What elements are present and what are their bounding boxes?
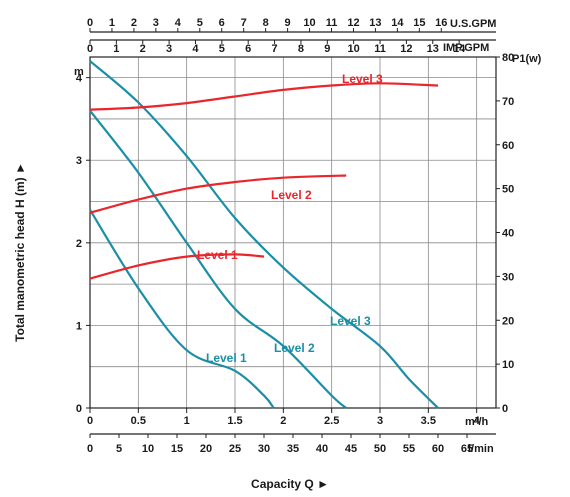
- impgpm-unit-label: IMP.GPM: [443, 42, 489, 54]
- usgpm-tick-label: 4: [175, 17, 182, 29]
- impgpm-tick-label: 6: [245, 43, 251, 55]
- usgpm-tick-label: 12: [347, 17, 359, 29]
- x-axis-title: Capacity Q ►: [251, 477, 329, 491]
- usgpm-tick-label: 5: [197, 17, 203, 29]
- m3h-tick-label: 3.5: [421, 415, 436, 427]
- lmin-tick-label: 65: [461, 443, 473, 455]
- power-curve-label: Level 1: [197, 248, 238, 262]
- y2-tick-label: 40: [502, 228, 514, 240]
- curves: [89, 60, 439, 409]
- lmin-tick-label: 35: [287, 443, 299, 455]
- m3h-tick-label: 1.5: [227, 415, 242, 427]
- usgpm-tick-label: 0: [87, 17, 93, 29]
- head-curve: [89, 209, 275, 409]
- y-axis-unit: m: [74, 66, 84, 78]
- m3h-tick-label: 4: [474, 415, 481, 427]
- m3h-tick-label: 1: [184, 415, 190, 427]
- impgpm-tick-label: 7: [272, 43, 278, 55]
- lmin-unit-label: l/min: [468, 443, 494, 455]
- y2-tick-label: 30: [502, 271, 514, 283]
- labels: 0 1 2 3 4 5 6 7 8 9 10 11 12 13 14 15 160 1 2 3 4 5 6 7 8 9 10 11 12…: [76, 17, 514, 455]
- usgpm-tick-label: 14: [391, 17, 404, 29]
- usgpm-tick-label: 3: [153, 17, 159, 29]
- m3h-tick-label: 3: [377, 415, 383, 427]
- impgpm-tick-label: 9: [324, 43, 330, 55]
- y-tick-label: 0: [76, 403, 82, 415]
- usgpm-tick-label: 11: [326, 17, 338, 29]
- grid: [90, 57, 496, 408]
- y2-tick-label: 70: [502, 96, 514, 108]
- m3h-tick-label: 2.5: [324, 415, 339, 427]
- lmin-tick-label: 30: [258, 443, 270, 455]
- usgpm-tick-label: 9: [285, 17, 291, 29]
- lmin-tick-label: 45: [345, 443, 357, 455]
- impgpm-tick-label: 13: [427, 43, 439, 55]
- m3h-tick-label: 0.5: [131, 415, 146, 427]
- lmin-tick-label: 55: [403, 443, 415, 455]
- usgpm-unit-label: U.S.GPM: [450, 18, 496, 30]
- head-curve: [89, 110, 347, 409]
- m3h-unit-label: m³/h: [465, 416, 489, 428]
- impgpm-tick-label: 1: [113, 43, 119, 55]
- power-curve: [89, 253, 265, 280]
- power-curve-label: Level 3: [342, 72, 383, 86]
- head-curve-label: Level 2: [274, 341, 315, 355]
- y2-tick-label: 60: [502, 140, 514, 152]
- y2-tick-label: 0: [502, 403, 508, 415]
- usgpm-tick-label: 2: [131, 17, 137, 29]
- y2-axis-title: P1(w): [512, 53, 542, 65]
- impgpm-tick-label: 14: [453, 43, 466, 55]
- lmin-tick-label: 25: [229, 443, 241, 455]
- usgpm-tick-label: 1: [109, 17, 115, 29]
- impgpm-tick-label: 4: [192, 43, 199, 55]
- impgpm-tick-label: 10: [348, 43, 360, 55]
- impgpm-tick-label: 5: [219, 43, 225, 55]
- impgpm-tick-label: 2: [140, 43, 146, 55]
- usgpm-tick-label: 8: [263, 17, 269, 29]
- m3h-tick-label: 0: [87, 415, 93, 427]
- impgpm-tick-label: 11: [374, 43, 386, 55]
- usgpm-tick-label: 13: [369, 17, 381, 29]
- impgpm-tick-label: 12: [400, 43, 412, 55]
- usgpm-tick-label: 6: [219, 17, 225, 29]
- impgpm-tick-label: 8: [298, 43, 304, 55]
- y-axis-title: Total manometric head H (m) ►: [13, 162, 27, 342]
- lmin-tick-label: 60: [432, 443, 444, 455]
- y-tick-label: 2: [76, 238, 82, 250]
- y-tick-label: 1: [76, 320, 82, 332]
- y2-tick-label: 20: [502, 315, 514, 327]
- lmin-tick-label: 40: [316, 443, 328, 455]
- lmin-tick-label: 20: [200, 443, 212, 455]
- usgpm-tick-label: 16: [435, 17, 447, 29]
- lmin-tick-label: 50: [374, 443, 386, 455]
- lmin-tick-label: 5: [116, 443, 122, 455]
- power-curve-label: Level 2: [271, 188, 312, 202]
- head-curve-label: Level 3: [330, 314, 371, 328]
- head-curve: [89, 60, 439, 409]
- power-curve: [89, 82, 439, 111]
- axes: [86, 28, 500, 438]
- head-curve-label: Level 1: [206, 351, 247, 365]
- usgpm-tick-label: 10: [303, 17, 315, 29]
- lmin-tick-label: 15: [171, 443, 183, 455]
- impgpm-tick-label: 0: [87, 43, 93, 55]
- power-curve: [89, 174, 347, 214]
- y2-tick-label: 10: [502, 359, 514, 371]
- y2-tick-label: 50: [502, 184, 514, 196]
- y-tick-label: 4: [76, 73, 83, 85]
- impgpm-tick-label: 3: [166, 43, 172, 55]
- usgpm-tick-label: 7: [241, 17, 247, 29]
- lmin-tick-label: 10: [142, 443, 154, 455]
- m3h-tick-label: 2: [280, 415, 286, 427]
- usgpm-tick-label: 15: [413, 17, 425, 29]
- lmin-tick-label: 0: [87, 443, 93, 455]
- y2-tick-label: 80: [502, 52, 514, 64]
- y-tick-label: 3: [76, 155, 82, 167]
